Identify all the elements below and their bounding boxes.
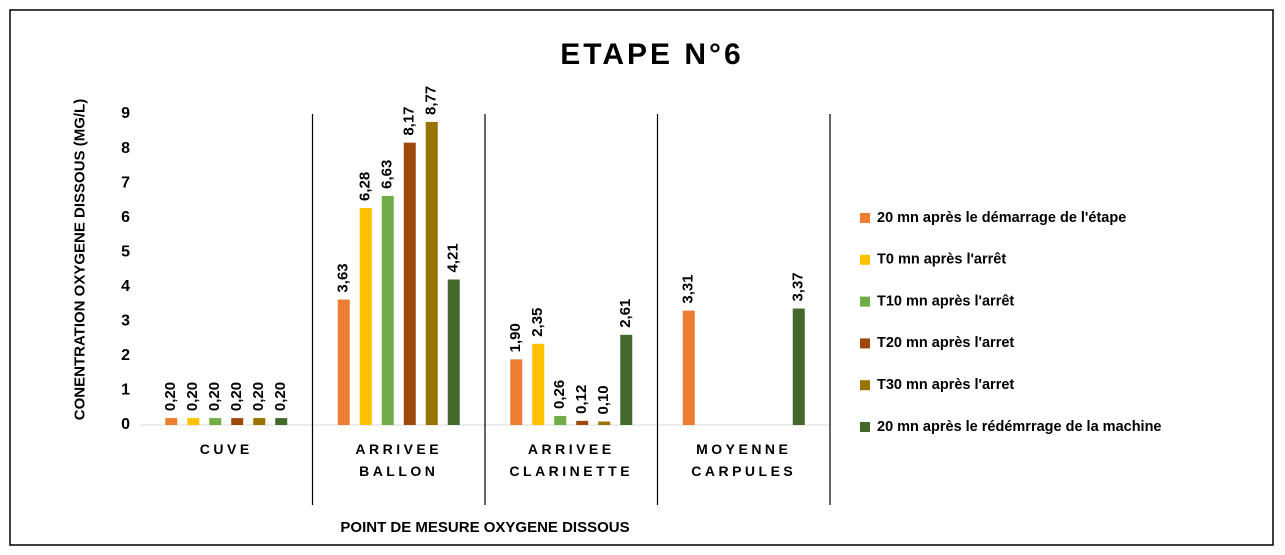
y-tick-label: 3 (121, 313, 130, 330)
y-tick-label: 8 (121, 140, 130, 157)
data-label: 0,20 (184, 382, 201, 411)
legend-label: T0 mn après l'arrêt (877, 252, 1006, 268)
data-label: 8,17 (401, 106, 418, 135)
data-label: 2,61 (617, 299, 634, 328)
data-label: 0,10 (595, 385, 612, 414)
data-label: 4,21 (445, 243, 462, 272)
y-tick-label: 7 (121, 174, 130, 191)
data-label: 3,63 (335, 263, 352, 292)
legend-label: T20 mn après l'arret (877, 335, 1014, 351)
bar (403, 142, 416, 426)
y-axis-label: CONENTRATION OXYGENE DISSOUS (MG/L) (71, 98, 89, 421)
data-label: 0,12 (573, 385, 590, 414)
legend-label: 20 mn après le rédémrrage de la machine (877, 419, 1162, 435)
y-tick-label: 1 (121, 382, 130, 399)
bar (231, 418, 244, 425)
data-label: 6,63 (379, 160, 396, 189)
data-label: 2,35 (529, 308, 546, 337)
bar (532, 343, 545, 425)
legend-swatch (860, 296, 870, 307)
bar (576, 420, 589, 425)
legend-swatch (860, 380, 870, 391)
y-tick-label: 5 (121, 243, 130, 260)
y-tick-label: 0 (121, 416, 130, 433)
legend-swatch (860, 338, 870, 349)
x-tick-label: ARRIVEE BALLON (355, 441, 443, 479)
bar (381, 195, 394, 425)
legend-swatch (860, 254, 870, 265)
bar (554, 416, 567, 425)
bar (165, 418, 178, 425)
y-tick-label: 2 (121, 347, 130, 364)
bar (620, 334, 633, 425)
bar (598, 421, 611, 425)
legend-label: T10 mn après l'arrêt (877, 293, 1014, 309)
data-label: 1,90 (507, 323, 524, 352)
x-tick-label: ARRIVEE CLARINETTE (509, 441, 634, 479)
data-label: 8,77 (423, 86, 440, 115)
frame (9, 9, 1274, 546)
data-label: 0,20 (206, 382, 223, 411)
data-label: 6,28 (357, 172, 374, 201)
data-label: 3,37 (790, 272, 807, 301)
bar (209, 418, 222, 425)
x-axis-label: POINT DE MESURE OXYGENE DISSOUS (340, 519, 629, 536)
data-label: 0,20 (228, 382, 245, 411)
legend-label: T30 mn après l'arret (877, 377, 1014, 393)
x-tick-label: MOYENNE CARPULES (691, 441, 797, 479)
bar (682, 310, 695, 425)
bar (187, 418, 200, 425)
y-tick-label: 6 (121, 209, 130, 226)
chart-title: ETAPE N°6 (560, 38, 743, 71)
bar (275, 418, 288, 425)
data-label: 0,20 (162, 382, 179, 411)
data-label: 0,20 (250, 382, 267, 411)
legend-swatch (860, 422, 870, 432)
bar (337, 299, 350, 425)
bar (792, 308, 805, 425)
data-label: 3,31 (680, 274, 697, 303)
legend-swatch (860, 213, 870, 223)
data-label: 0,20 (272, 382, 289, 411)
bar (425, 121, 438, 425)
bar (510, 359, 523, 425)
y-tick-label: 9 (121, 105, 130, 122)
y-tick-label: 4 (121, 278, 130, 295)
bar (359, 207, 372, 425)
bar (447, 279, 460, 425)
bar (253, 418, 266, 425)
data-label: 0,26 (551, 380, 568, 409)
x-tick-label: CUVE (199, 441, 253, 457)
legend-label: 20 mn après le démarrage de l'étape (877, 210, 1126, 226)
